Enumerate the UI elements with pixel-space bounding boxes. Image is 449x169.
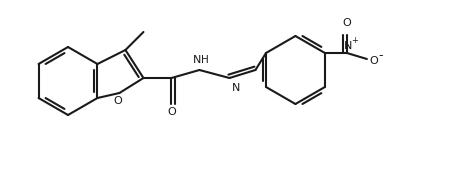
Text: N: N <box>193 55 202 65</box>
Text: O: O <box>113 96 122 106</box>
Text: N: N <box>231 83 240 93</box>
Text: O: O <box>167 107 176 117</box>
Text: +: + <box>352 36 358 45</box>
Text: O: O <box>370 56 378 66</box>
Text: O: O <box>343 18 351 28</box>
Text: N: N <box>343 41 352 51</box>
Text: H: H <box>202 55 209 65</box>
Text: -: - <box>379 50 383 63</box>
